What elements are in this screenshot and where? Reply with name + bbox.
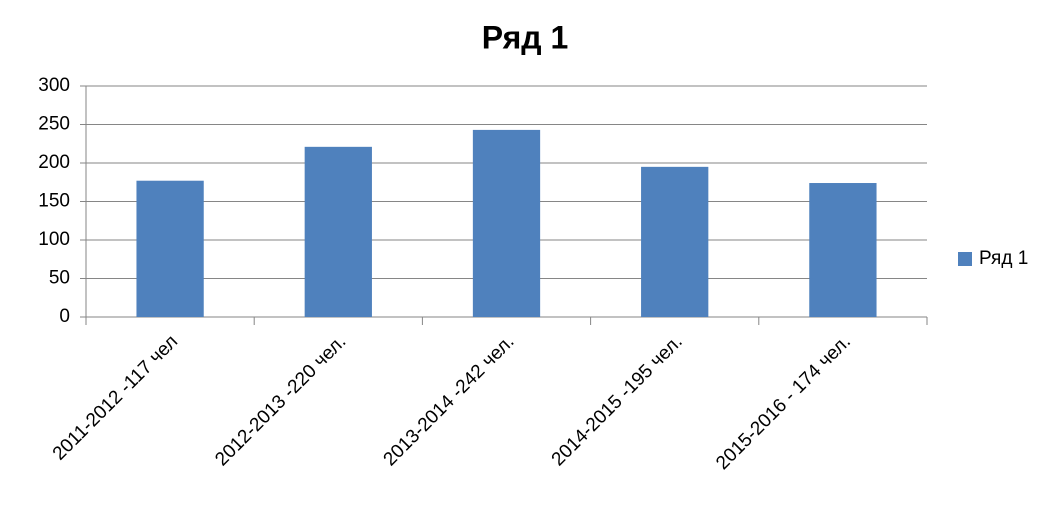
chart-title: Ряд 1 (482, 19, 569, 55)
bar (472, 129, 541, 317)
y-tick-label: 100 (38, 229, 70, 250)
y-tick-label: 200 (38, 152, 70, 173)
legend-label: Ряд 1 (979, 248, 1028, 269)
legend-swatch (958, 252, 972, 266)
bar (641, 166, 709, 317)
x-tick-label: 2012-2013 -220 чел. (211, 331, 350, 470)
y-tick-label: 50 (49, 268, 70, 289)
x-tick-label: 2014-2015 -195 чел. (548, 331, 687, 470)
x-tick-label: 2011-2012 -117 чел (49, 331, 182, 464)
bar (809, 183, 877, 317)
bar (304, 146, 372, 317)
y-tick-label: 300 (38, 75, 70, 96)
y-tick-label: 150 (38, 191, 70, 212)
x-tick-label: 2013-2014 -242 чел. (380, 331, 519, 470)
y-tick-label: 0 (59, 306, 70, 327)
bar (136, 180, 204, 317)
y-tick-label: 250 (38, 114, 70, 135)
x-tick-label: 2015-2016 - 174 чел. (712, 331, 855, 474)
